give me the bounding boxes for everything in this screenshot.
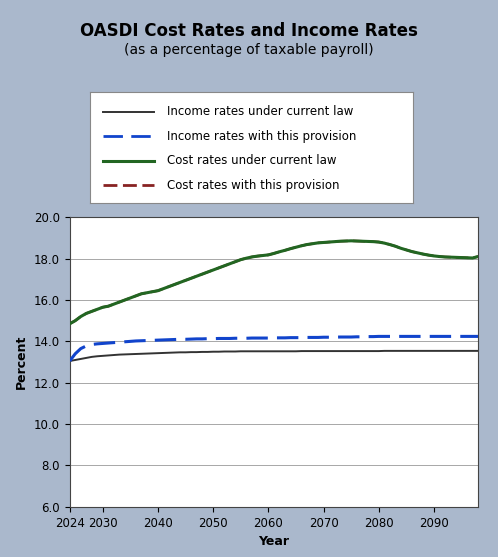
Y-axis label: Percent: Percent [15, 335, 28, 389]
Text: Income rates under current law: Income rates under current law [167, 105, 354, 119]
Text: (as a percentage of taxable payroll): (as a percentage of taxable payroll) [124, 43, 374, 57]
Text: OASDI Cost Rates and Income Rates: OASDI Cost Rates and Income Rates [80, 22, 418, 40]
Text: Cost rates under current law: Cost rates under current law [167, 154, 337, 168]
X-axis label: Year: Year [258, 535, 289, 548]
Text: Cost rates with this provision: Cost rates with this provision [167, 179, 340, 192]
Text: Income rates with this provision: Income rates with this provision [167, 130, 357, 143]
